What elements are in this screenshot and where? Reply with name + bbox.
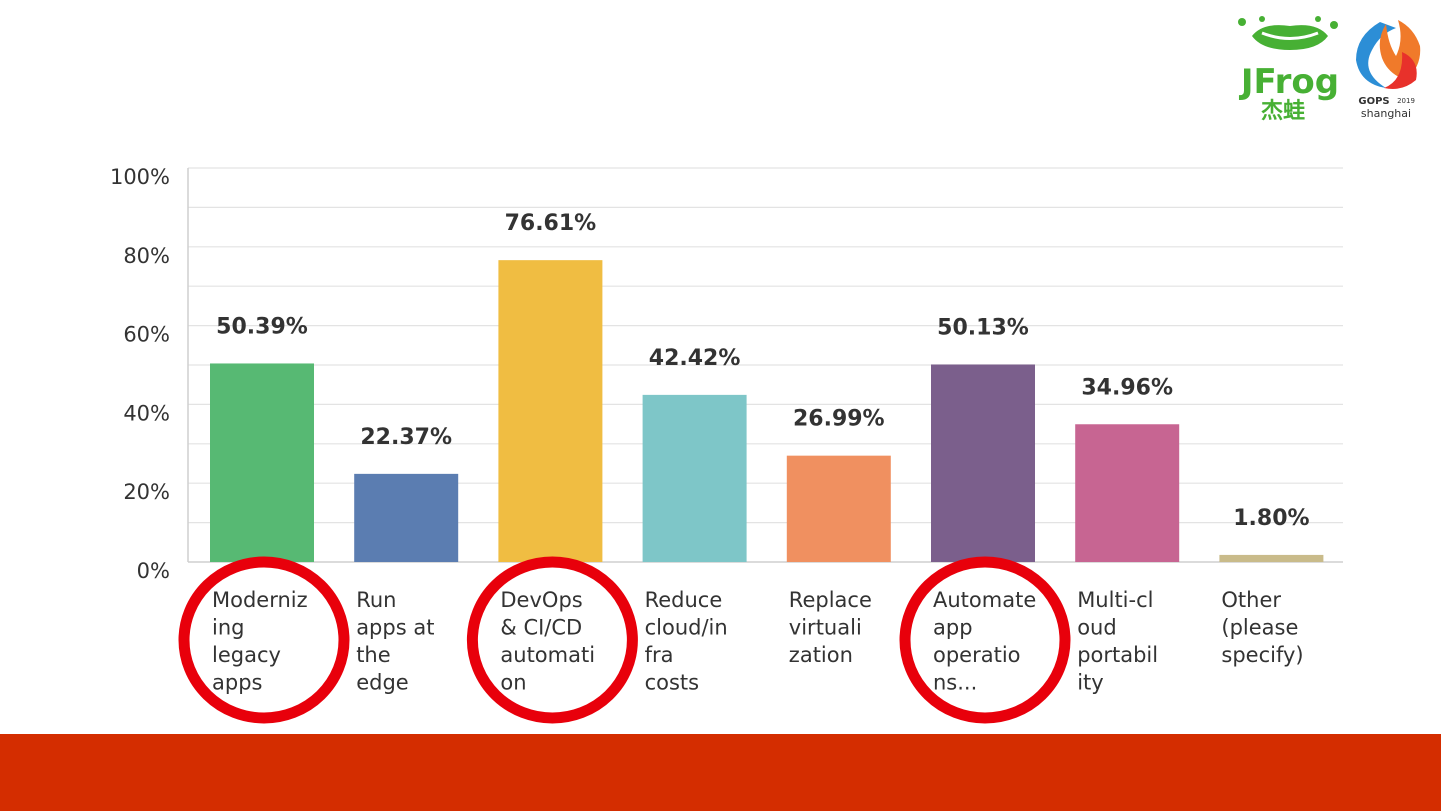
y-tick-label: 80% (123, 244, 170, 268)
x-category-label: Moderniz ing legacy apps (212, 588, 308, 695)
gops-city: shanghai (1361, 107, 1411, 120)
x-category-label: Reduce cloud/in fra costs (645, 588, 728, 695)
data-label: 34.96% (1081, 375, 1173, 400)
highlight-circle (899, 556, 1071, 724)
bar (786, 455, 891, 562)
highlight-circle (178, 556, 350, 724)
x-category-label: Multi-cl oud portabil ity (1077, 588, 1158, 695)
x-category-label-line: Replace (789, 588, 872, 612)
x-category-label-line: cloud/in (645, 616, 728, 640)
gops-year: 2019 (1397, 97, 1415, 105)
x-category-label-line: Run (356, 588, 396, 612)
x-category-label-line: & CI/CD (500, 616, 582, 640)
bar (354, 473, 459, 562)
x-category-label-line: ing (212, 616, 244, 640)
gops-swirl-icon (1356, 20, 1421, 89)
bar (1075, 424, 1180, 562)
x-category-label-line: ns... (933, 671, 977, 695)
x-category-label-line: the (356, 643, 390, 667)
x-category-label-line: ity (1077, 671, 1104, 695)
bar (1219, 554, 1324, 562)
y-tick-label: 60% (123, 323, 170, 347)
data-label: 76.61% (505, 211, 597, 236)
data-label: 22.37% (360, 425, 452, 450)
x-category-label-line: legacy (212, 643, 281, 667)
x-category-label-line: portabil (1077, 643, 1158, 667)
x-category-label-line: costs (645, 671, 700, 695)
y-tick-label: 20% (123, 480, 170, 504)
highlight-circles (178, 556, 1071, 724)
x-category-label-line: zation (789, 643, 853, 667)
bar (498, 260, 603, 562)
data-label: 50.39% (216, 314, 308, 339)
x-category-label-line: virtuali (789, 616, 862, 640)
x-category-label-line: Other (1221, 588, 1281, 612)
data-label: 26.99% (793, 407, 885, 432)
data-label: 1.80% (1233, 506, 1309, 531)
x-category-label: Other (please specify) (1221, 588, 1303, 667)
x-category-label: Run apps at the edge (356, 588, 434, 695)
x-category-label-line: Reduce (645, 588, 723, 612)
x-category-label-line: edge (356, 671, 409, 695)
x-category-label-line: Multi-cl (1077, 588, 1153, 612)
highlight-circle (466, 556, 638, 724)
bar (210, 363, 314, 562)
x-category-label-line: apps (212, 671, 262, 695)
x-category-label-line: (please (1221, 616, 1298, 640)
x-category-label: DevOps & CI/CD automati on (500, 588, 595, 695)
jfrog-chinese-name: 杰蛙 (1261, 99, 1305, 124)
gops-wordmark: GOPS (1358, 96, 1389, 107)
bars (210, 260, 1324, 562)
x-category-label-line: Moderniz (212, 588, 308, 612)
y-tick-label: 0% (137, 559, 170, 583)
x-category-label-line: operatio (933, 643, 1021, 667)
x-category-label-line: app (933, 616, 973, 640)
y-tick-label: 40% (123, 401, 170, 425)
jfrog-wordmark: JFrog (1239, 62, 1339, 102)
bar (931, 364, 1035, 562)
data-label: 42.42% (649, 346, 741, 371)
x-category-label: Replace virtuali zation (789, 588, 872, 667)
jfrog-logo: JFrog 杰蛙 (1238, 16, 1339, 124)
y-tick-label: 100% (110, 165, 170, 189)
data-label: 50.13% (937, 315, 1029, 340)
frog-splash-icon (1238, 16, 1338, 50)
x-category-label: Automate app operatio ns... (933, 588, 1036, 695)
x-category-label-line: fra (645, 643, 674, 667)
x-category-label-line: on (500, 671, 526, 695)
x-category-label-line: oud (1077, 616, 1117, 640)
gops-logo: GOPS 2019 shanghai (1356, 20, 1421, 120)
x-category-label-line: Automate (933, 588, 1036, 612)
bar (642, 394, 747, 562)
footer-bar (0, 734, 1441, 811)
x-category-label-line: automati (500, 643, 595, 667)
x-category-label-line: apps at (356, 616, 434, 640)
x-category-label-line: specify) (1221, 643, 1303, 667)
x-category-label-line: DevOps (500, 588, 582, 612)
